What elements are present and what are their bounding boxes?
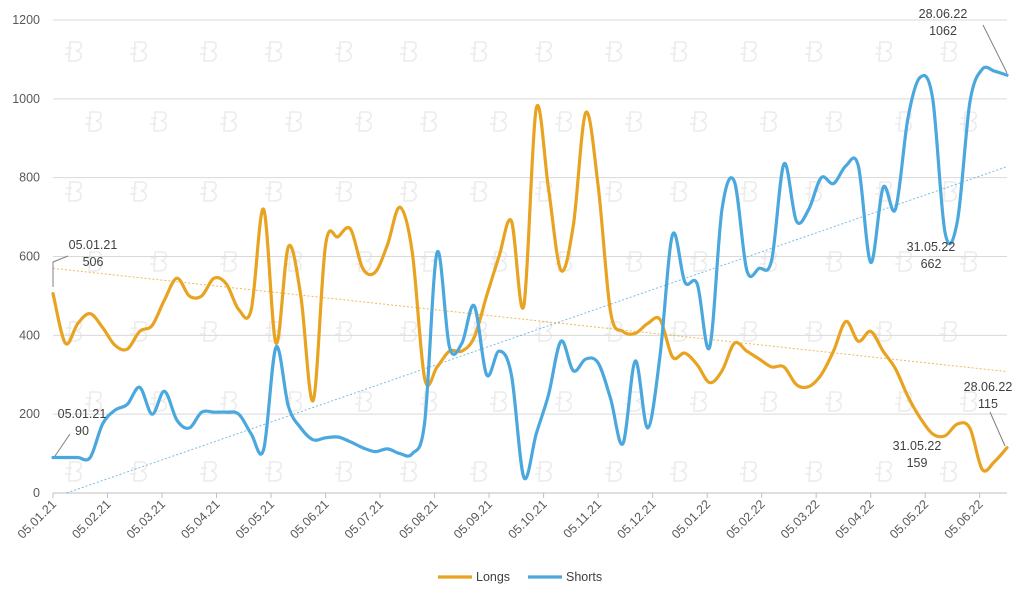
annotation-leader-line [54, 433, 71, 457]
annotation-leader-line [52, 255, 69, 287]
annotation-label: 05.01.21 [58, 407, 107, 421]
annotation-label: 31.05.22 [893, 439, 942, 453]
legend-item-shorts: Shorts [528, 570, 602, 584]
annotation-label: 506 [83, 255, 104, 269]
longs-series-line [51, 104, 1009, 473]
annotation-label: 28.06.22 [919, 7, 968, 21]
annotation-label: 28.06.22 [964, 380, 1013, 394]
annotation-shorts-end: 28.06.22 1062 [919, 7, 1008, 74]
y-tick-label: 400 [19, 328, 40, 342]
annotation-longs-start: 05.01.21 506 [52, 238, 118, 287]
y-tick-label: 1200 [12, 13, 40, 27]
annotation-leader-line [982, 24, 1008, 74]
legend-label: Longs [476, 570, 510, 584]
legend-label: Shorts [566, 570, 602, 584]
shorts-series-line [51, 65, 1009, 481]
y-tick-label: 0 [33, 486, 40, 500]
shorts-trend-line [66, 166, 1008, 494]
y-tick-label: 200 [19, 407, 40, 421]
annotation-longs-end: 28.06.22 115 [964, 380, 1013, 447]
annotation-label: 1062 [929, 24, 957, 38]
annotation-label: 115 [978, 397, 998, 411]
annotation-longs-low: 31.05.22 159 [893, 439, 942, 470]
trend-lines [52, 166, 1008, 494]
y-axis-ticks: 0 200 400 600 800 1000 1200 [12, 13, 40, 500]
annotations: 05.01.2150605.01.219031.05.2266231.05.22… [52, 7, 1013, 470]
annotation-leader-line [989, 411, 1006, 447]
annotation-label: 05.01.21 [69, 238, 118, 252]
annotation-label: 31.05.22 [907, 240, 956, 254]
grid-lines [53, 19, 1007, 494]
annotation-label: 159 [907, 456, 928, 470]
annotation-shorts-start: 05.01.21 90 [54, 407, 107, 457]
legend: Longs Shorts [438, 570, 602, 584]
annotation-shorts-peak: 31.05.22 662 [907, 240, 956, 271]
legend-item-longs: Longs [438, 570, 510, 584]
annotation-label: 90 [75, 424, 89, 438]
series-lines [51, 65, 1009, 481]
y-tick-label: 800 [19, 171, 40, 185]
y-tick-label: 1000 [12, 92, 40, 106]
y-tick-label: 600 [19, 250, 40, 264]
annotation-label: 662 [921, 257, 942, 271]
